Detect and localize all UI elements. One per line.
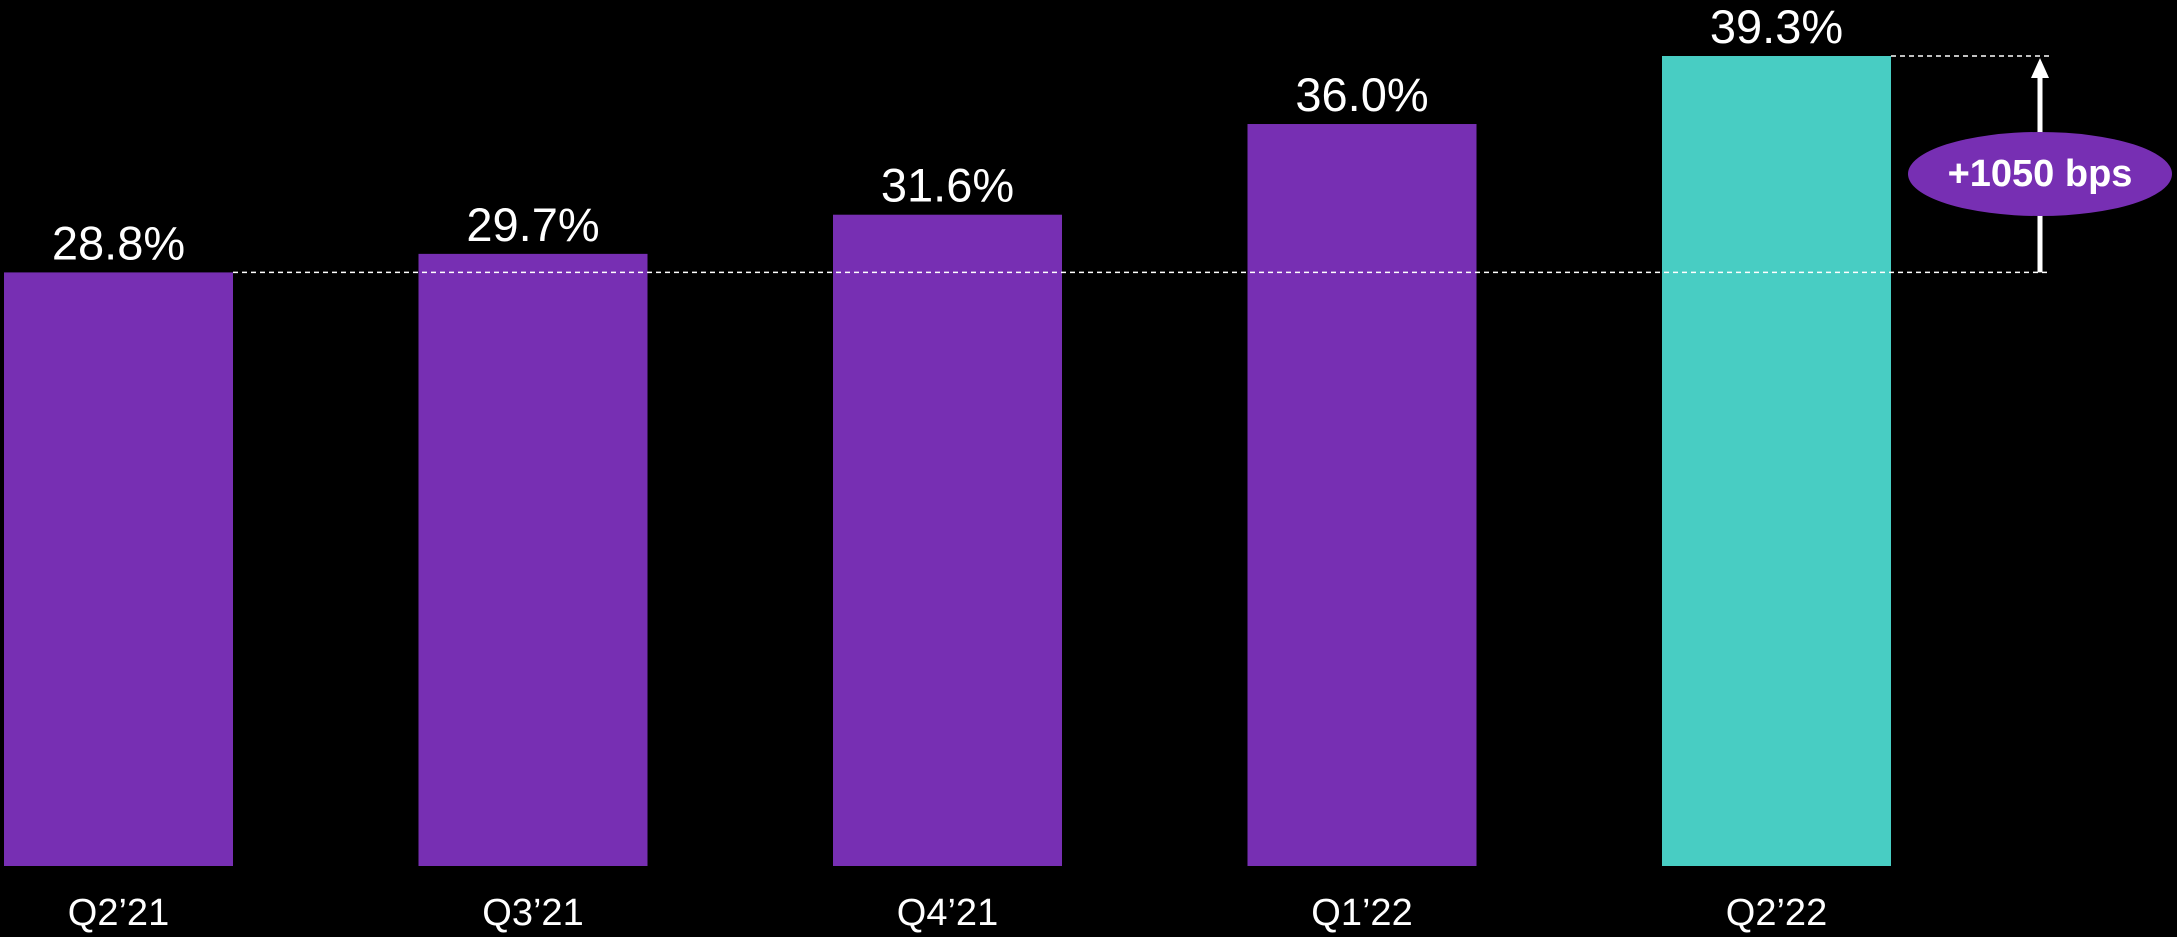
bar-2 — [833, 214, 1062, 867]
value-labels-group: 28.8% 29.7% 31.6% 36.0% 39.3% — [52, 0, 1843, 269]
bars-group — [4, 56, 1891, 867]
category-label-3: Q1’22 — [1311, 892, 1412, 934]
bar-value-label-1: 29.7% — [466, 198, 599, 251]
bar-0 — [4, 272, 233, 866]
growth-callout-text: +1050 bps — [1948, 153, 2133, 195]
bar-value-label-0: 28.8% — [52, 216, 185, 269]
bar-value-label-4: 39.3% — [1710, 0, 1843, 53]
growth-arrow-head-icon — [2031, 58, 2049, 78]
bar-3 — [1247, 124, 1477, 867]
category-label-2: Q4’21 — [897, 892, 998, 934]
category-label-1: Q3’21 — [482, 892, 583, 934]
bar-4 — [1662, 56, 1891, 866]
bar-1 — [418, 253, 648, 866]
category-labels-group: Q2’21 Q3’21 Q4’21 Q1’22 Q2’22 — [68, 892, 1827, 934]
growth-annotation: +1050 bps — [233, 55, 2172, 274]
category-label-4: Q2’22 — [1726, 892, 1827, 934]
bar-value-label-2: 31.6% — [881, 159, 1014, 212]
growth-callout-bubble — [1908, 132, 2172, 216]
bar-value-label-3: 36.0% — [1295, 68, 1428, 121]
category-label-0: Q2’21 — [68, 892, 169, 934]
